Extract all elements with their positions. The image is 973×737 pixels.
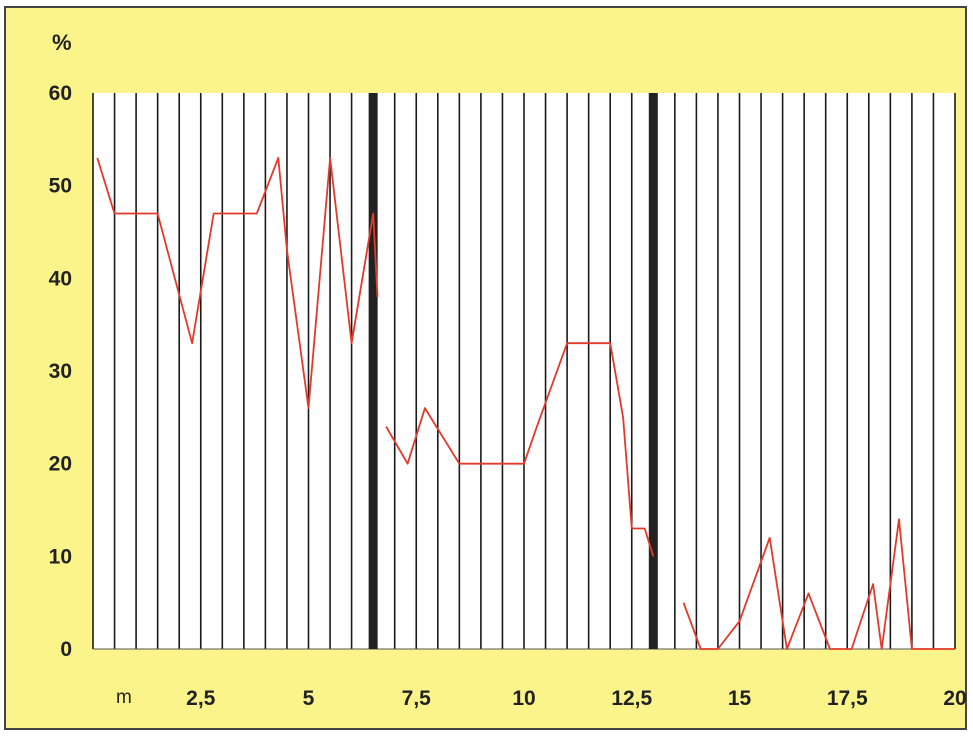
y-tick-labels: 0 10 20 30 40 50 60: [49, 82, 72, 661]
x-tick-labels: 2,5 5 7,5 10 12,5 15 17,5 20: [186, 687, 967, 710]
grid-lines: [92, 93, 956, 650]
y-tick-label: 30: [49, 360, 72, 383]
x-tick-label: 10: [512, 687, 535, 710]
series-line: [682, 518, 955, 650]
y-tick-label: 10: [49, 545, 72, 568]
y-tick-label: 50: [49, 175, 72, 198]
y-tick-label: 0: [60, 638, 72, 661]
section-dividers: [368, 93, 658, 649]
series-line: [96, 156, 379, 410]
series-line: [385, 342, 655, 557]
x-tick-label: 5: [303, 687, 315, 710]
x-tick-label: 20: [943, 687, 966, 710]
y-axis-unit-label: %: [52, 30, 72, 55]
y-tick-label: 20: [49, 453, 72, 476]
y-tick-label: 40: [49, 267, 72, 290]
series-lines: [96, 156, 955, 650]
x-tick-label: 2,5: [186, 687, 216, 710]
x-tick-label: 17,5: [827, 687, 868, 710]
x-tick-label: 15: [728, 687, 752, 710]
x-tick-label: 7,5: [402, 687, 432, 710]
x-axis-unit-label: m: [116, 687, 132, 708]
x-tick-label: 12,5: [611, 687, 652, 710]
y-tick-label: 60: [49, 82, 72, 105]
